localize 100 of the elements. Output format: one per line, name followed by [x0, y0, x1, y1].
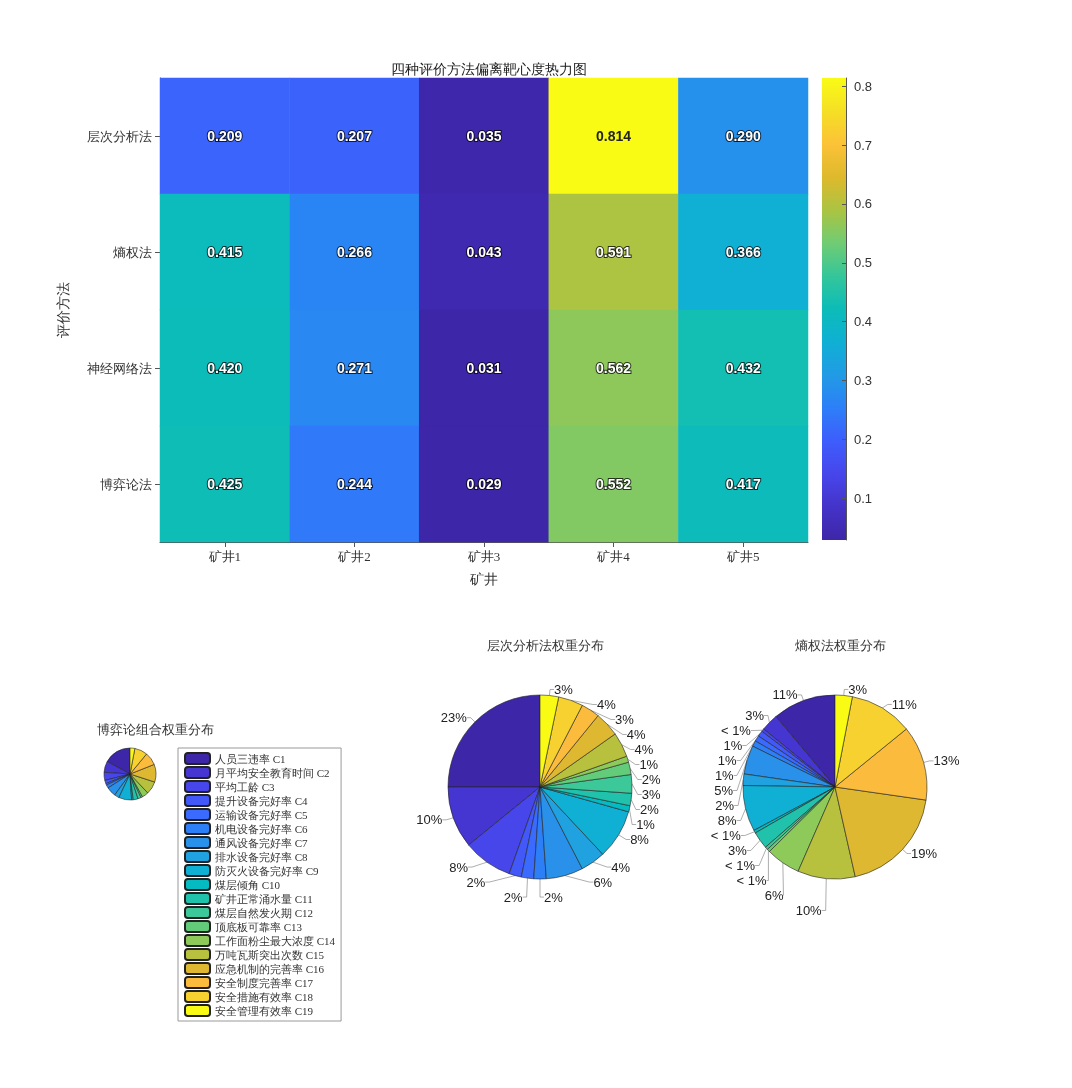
- x-tick-label: 矿井1: [207, 549, 242, 564]
- legend-label: 煤层自然发火期 C12: [215, 906, 314, 919]
- legend-label: 运输设备完好率 C5: [215, 808, 309, 821]
- x-tick-label: 矿井4: [596, 549, 631, 564]
- x-tick-label: 矿井5: [725, 549, 760, 564]
- data-label: 0.417: [725, 476, 761, 492]
- color-bar-label: 0.3: [854, 373, 873, 389]
- y-tick-label: 层次分析法: [87, 128, 152, 144]
- x-axis-title: 矿井: [469, 571, 498, 587]
- data-label: 2%: [503, 889, 524, 905]
- legend-label: 排水设备完好率 C8: [215, 850, 309, 863]
- data-label: 0.207: [336, 128, 373, 144]
- data-label: 3%: [745, 708, 765, 723]
- data-label: 0.043: [466, 244, 502, 260]
- color-bar-label: 0.8: [854, 78, 873, 94]
- color-bar-label: 0.7: [854, 137, 873, 153]
- color-bar-label: 0.1: [854, 490, 873, 506]
- legend-label: 防灭火设备完好率 C9: [215, 864, 320, 877]
- color-bar-label: 0.5: [854, 255, 873, 271]
- data-label: 2%: [466, 874, 486, 890]
- data-label: 0.415: [207, 244, 243, 260]
- legend-label: 平均工龄 C3: [215, 780, 276, 793]
- data-label: 0.366: [725, 244, 761, 260]
- data-label: 4%: [626, 727, 646, 743]
- y-tick-label: 熵权法: [113, 244, 152, 260]
- data-label: < 1%: [725, 858, 756, 873]
- color-bar-label: 0.4: [854, 314, 873, 330]
- data-label: < 1%: [720, 723, 752, 738]
- data-label: 3%: [728, 843, 748, 858]
- data-label: 23%: [440, 710, 468, 726]
- data-label: 10%: [416, 812, 443, 828]
- legend-label: 矿井正常涌水量 C11: [214, 892, 313, 905]
- data-label: 11%: [772, 687, 798, 703]
- data-label: 8%: [717, 813, 738, 828]
- legend-label: 人员三违率 C1: [215, 752, 286, 765]
- data-label: 3%: [554, 682, 574, 698]
- legend-label: 煤层倾角 C10: [215, 878, 281, 891]
- data-label: 0.244: [336, 476, 373, 492]
- y-axis-title: 评价方法: [55, 282, 71, 338]
- data-label: 2%: [544, 889, 564, 905]
- data-label: 0.425: [207, 476, 243, 492]
- legend-label: 安全制度完善率 C17: [215, 976, 314, 989]
- legend-label: 工作面粉尘最大浓度 C14: [215, 934, 336, 947]
- data-label: 0.552: [596, 476, 632, 492]
- data-label: 10%: [795, 903, 823, 918]
- data-label: 1%: [723, 738, 743, 753]
- y-tick-label: 神经网络法: [87, 360, 152, 376]
- data-label: 2%: [641, 772, 661, 788]
- data-label: 0.591: [596, 244, 632, 260]
- data-label: 0.266: [336, 244, 373, 260]
- data-label: < 1%: [736, 873, 768, 888]
- data-label: 2%: [639, 802, 660, 818]
- data-label: 5%: [714, 783, 734, 798]
- data-label: 2%: [715, 798, 735, 813]
- data-label: 0.814: [596, 128, 632, 144]
- color-bar-label: 0.6: [854, 196, 873, 212]
- data-label: 0.035: [466, 128, 502, 144]
- data-label: 1%: [714, 768, 735, 783]
- data-label: 4%: [596, 697, 617, 713]
- data-label: 4%: [611, 859, 631, 875]
- data-label: 1%: [636, 817, 656, 833]
- data-label: < 1%: [710, 828, 742, 843]
- data-label: 1%: [639, 757, 659, 773]
- legend-label: 万吨瓦斯突出次数 C15: [215, 948, 325, 961]
- data-label: 1%: [717, 753, 738, 768]
- x-tick-label: 矿井2: [337, 549, 371, 564]
- data-label: 3%: [848, 681, 868, 697]
- data-label: 0.420: [207, 360, 243, 376]
- legend-label: 顶底板可靠率 C13: [215, 920, 303, 933]
- data-label: 0.031: [466, 360, 502, 376]
- data-label: 6%: [764, 888, 784, 903]
- data-label: 8%: [630, 832, 650, 848]
- legend-label: 提升设备完好率 C4: [215, 794, 309, 807]
- data-label: 0.290: [725, 128, 761, 144]
- y-tick-label: 博弈论法: [100, 476, 152, 492]
- legend-label: 安全措施有效率 C18: [215, 990, 314, 1003]
- chart-title: 博弈论组合权重分布: [96, 722, 214, 737]
- color-bar-label: 0.2: [854, 431, 873, 447]
- legend-label: 机电设备完好率 C6: [215, 822, 309, 835]
- data-label: 13%: [933, 753, 960, 769]
- data-label: 3%: [615, 712, 635, 728]
- data-label: 4%: [634, 742, 654, 758]
- legend-label: 月平均安全教育时间 C2: [215, 766, 330, 779]
- data-label: 0.029: [466, 476, 502, 492]
- chart-title: 熵权法权重分布: [794, 638, 886, 653]
- x-tick-label: 矿井3: [466, 549, 501, 564]
- chart-title: 四种评价方法偏离靶心度热力图: [391, 61, 587, 77]
- data-label: 11%: [891, 696, 918, 712]
- data-label: 0.562: [596, 360, 632, 376]
- data-label: 0.432: [725, 360, 761, 376]
- data-label: 6%: [593, 874, 613, 890]
- data-label: 8%: [449, 859, 469, 875]
- legend-label: 通风设备完好率 C7: [215, 836, 309, 849]
- chart-title: 层次分析法权重分布: [486, 638, 604, 653]
- legend-label: 安全管理有效率 C19: [215, 1004, 314, 1017]
- legend-label: 应急机制的完善率 C16: [215, 962, 325, 975]
- data-label: 0.271: [336, 360, 373, 376]
- data-label: 3%: [641, 787, 661, 803]
- data-label: 0.209: [207, 128, 243, 144]
- data-label: 19%: [910, 845, 938, 861]
